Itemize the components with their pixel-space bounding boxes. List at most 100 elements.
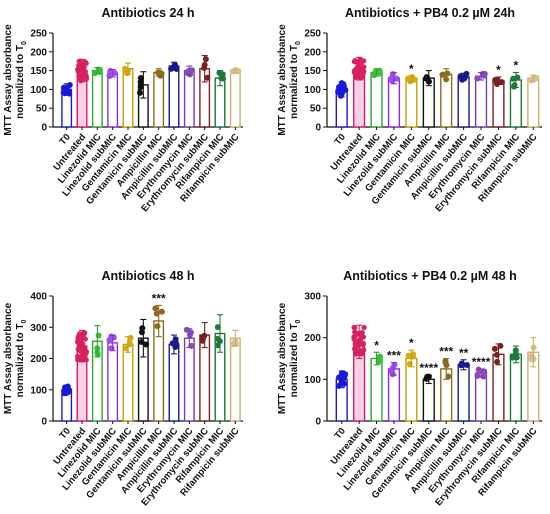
chart-panel-3: Antibiotics 48 h MTT Assay absorbancenorm…	[3, 269, 243, 508]
bar	[107, 342, 119, 422]
data-point	[173, 65, 180, 72]
bar-group	[199, 55, 211, 128]
bar-group	[491, 342, 505, 422]
data-point	[106, 336, 113, 343]
y-tick-label: 200	[30, 354, 47, 365]
data-point	[475, 366, 482, 373]
chart-title: Antibiotics + PB4 0.2 µM 48 h	[343, 269, 517, 283]
data-point	[139, 325, 146, 332]
bar-group	[387, 71, 401, 128]
bar-group	[122, 334, 134, 422]
bar-group	[168, 334, 180, 422]
significance-label: *	[409, 336, 414, 350]
chart-title: Antibiotics 24 h	[101, 6, 194, 20]
data-point	[352, 325, 358, 331]
significance-label: *	[374, 338, 379, 352]
data-point	[66, 387, 73, 394]
data-point	[199, 337, 206, 344]
data-point	[219, 71, 226, 78]
data-point	[352, 329, 358, 335]
data-point	[361, 64, 367, 70]
bar-group	[422, 373, 435, 422]
bar-group	[335, 80, 349, 128]
data-point	[77, 59, 83, 66]
data-point	[158, 70, 165, 77]
bar	[122, 68, 134, 128]
bar	[168, 343, 180, 422]
bar-group	[370, 351, 384, 422]
data-point	[439, 71, 446, 78]
data-point	[82, 75, 88, 81]
y-axis-label-line1: MTT Assay absorbance	[3, 24, 14, 136]
data-point	[360, 341, 367, 347]
data-point	[82, 68, 88, 75]
bar-group	[152, 304, 165, 422]
y-tick-label: 200	[304, 333, 321, 344]
x-tick-label: T0	[57, 132, 73, 148]
y-tick-label: 250	[30, 29, 47, 40]
bar-group	[527, 337, 540, 422]
data-point	[481, 72, 488, 79]
data-point	[75, 357, 81, 363]
data-point	[529, 77, 536, 84]
y-axis-label-line1: MTT Assay absorbance	[277, 24, 288, 136]
significance-label: *	[409, 62, 414, 76]
bar-group	[387, 361, 401, 422]
y-tick-label: 200	[30, 47, 47, 58]
bar-group	[229, 329, 241, 422]
data-point	[474, 372, 481, 379]
bar-group	[75, 58, 90, 128]
y-tick-label: 100	[30, 85, 47, 96]
data-point	[463, 70, 470, 77]
y-axis-label-subscript: 0	[295, 320, 302, 324]
data-point	[480, 373, 487, 380]
data-point	[154, 323, 161, 330]
data-point	[355, 338, 361, 345]
bar	[405, 78, 418, 128]
data-point	[60, 89, 67, 96]
bar-group	[351, 56, 367, 128]
data-point	[186, 332, 193, 339]
y-tick-label: 150	[30, 66, 47, 77]
y-axis-label-subscript: 0	[295, 41, 302, 45]
data-point	[358, 330, 364, 336]
bar-group	[440, 357, 453, 422]
chart-title: Antibiotics 48 h	[101, 269, 194, 283]
bar-group	[492, 76, 505, 128]
data-point	[137, 89, 144, 96]
x-tick-label: T0	[57, 426, 73, 442]
chart-panel-2: Antibiotics + PB4 0.2 µM 24h MTT Assay ab…	[277, 6, 542, 214]
bar-group	[199, 322, 211, 422]
data-point	[423, 74, 430, 81]
bar-group	[183, 326, 195, 422]
y-axis-label: MTT Assay absorbancenormalized to T0	[277, 24, 302, 136]
data-point	[406, 360, 413, 367]
y-tick-label: 0	[315, 417, 321, 428]
bar	[370, 71, 383, 128]
data-point	[498, 79, 505, 86]
y-tick-label: 0	[41, 417, 47, 428]
x-tick-label: T0	[332, 426, 348, 442]
y-axis-label: MTT Assay absorbancenormalized to T0	[3, 302, 28, 414]
bar-group	[168, 61, 180, 128]
bar-group	[335, 370, 349, 422]
y-axis-label: MTT Assay absorbancenormalized to T0	[3, 24, 28, 136]
bar-group	[527, 74, 540, 128]
bar	[183, 337, 195, 422]
x-tick-label: T0	[332, 132, 348, 148]
bar	[91, 69, 103, 128]
bar-group	[439, 68, 453, 128]
data-point	[388, 368, 395, 375]
bar	[492, 80, 505, 128]
data-point	[370, 72, 377, 79]
y-tick-label: 50	[36, 104, 48, 115]
data-point	[351, 58, 357, 65]
y-tick-label: 100	[304, 375, 321, 386]
bar-group	[457, 359, 470, 422]
bar	[474, 372, 488, 422]
y-tick-label: 300	[304, 292, 321, 303]
bar-group	[122, 62, 134, 128]
data-point	[509, 354, 516, 361]
chart-title: Antibiotics + PB4 0.2 µM 24h	[345, 6, 515, 20]
